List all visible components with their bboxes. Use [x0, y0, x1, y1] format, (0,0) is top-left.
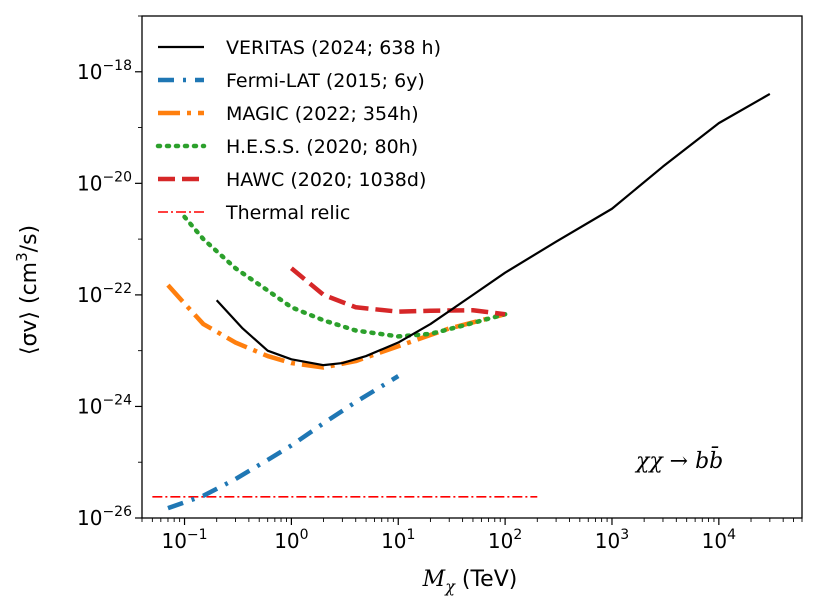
y-tick-label-base-2: 10 — [77, 283, 102, 307]
y-axis-label-sup: 3 — [13, 252, 31, 262]
legend-label-1: Fermi-LAT (2015; 6y) — [226, 70, 425, 92]
legend-label-4: HAWC (2020; 1038d) — [226, 169, 426, 191]
y-axis-label: ⟨σv⟩ (cm3/s) — [13, 225, 42, 355]
y-tick-label-exp-0: −26 — [102, 504, 132, 520]
y-tick-label-base-1: 10 — [77, 394, 102, 418]
x-tick-label-exp-1: 0 — [300, 527, 309, 543]
series-line-3 — [182, 214, 508, 339]
x-tick-label-base-0: 10 — [161, 529, 186, 553]
y-axis-label-suffix: /s) — [17, 225, 42, 252]
legend: VERITAS (2024; 638 h) Fermi-LAT (2015; 6y… — [155, 37, 441, 224]
y-tick-label-exp-1: −24 — [102, 392, 132, 408]
series-layer — [152, 93, 771, 511]
x-tick-label-exp-4: 3 — [620, 527, 629, 543]
x-tick-label-2: 101 — [381, 527, 415, 553]
x-tick-label-exp-0: −1 — [187, 527, 208, 543]
y-tick-label-base-3: 10 — [77, 171, 102, 195]
channel-annotation: χχ → bb̄ — [634, 446, 723, 474]
x-tick-label-0: 10−1 — [161, 527, 207, 553]
x-tick-label-base-5: 10 — [702, 529, 727, 553]
x-tick-label-base-4: 10 — [595, 529, 620, 553]
legend-label-3: H.E.S.S. (2020; 80h) — [226, 136, 418, 158]
x-tick-label-base-3: 10 — [488, 529, 513, 553]
ticks-layer: 10−1 100 101 102 103 10410−2610−2410−2210−201… — [77, 15, 803, 553]
x-tick-label-base-1: 10 — [274, 529, 299, 553]
x-tick-label-4: 103 — [595, 527, 629, 553]
y-tick-label-exp-3: −20 — [102, 169, 132, 185]
x-axis-label-main: M — [422, 567, 446, 592]
x-axis-label-suffix: (TeV) — [455, 567, 517, 592]
y-tick-label-base-0: 10 — [77, 506, 102, 530]
y-tick-label-exp-2: −22 — [102, 281, 132, 297]
y-tick-label-0: 10−26 — [77, 504, 132, 530]
x-tick-label-exp-2: 1 — [407, 527, 416, 543]
y-tick-label-exp-4: −18 — [102, 58, 132, 74]
legend-label-5: Thermal relic — [225, 202, 350, 224]
x-tick-label-5: 104 — [702, 527, 736, 553]
series-line-1 — [167, 374, 400, 511]
x-tick-label-base-2: 10 — [381, 529, 406, 553]
y-tick-label-3: 10−20 — [77, 169, 132, 195]
legend-label-2: MAGIC (2022; 354h) — [226, 103, 419, 125]
y-tick-label-base-4: 10 — [77, 60, 102, 84]
legend-label-0: VERITAS (2024; 638 h) — [226, 37, 441, 59]
series-line-2 — [166, 283, 506, 370]
y-tick-label-1: 10−24 — [77, 392, 132, 418]
x-axis-label: Mχ (TeV) — [422, 567, 518, 596]
y-tick-label-4: 10−18 — [77, 58, 132, 84]
series-line-0 — [215, 93, 771, 367]
y-axis-label-prefix: ⟨σv⟩ (cm — [17, 262, 42, 355]
x-tick-label-exp-5: 4 — [727, 527, 736, 543]
x-tick-label-exp-3: 2 — [513, 527, 522, 543]
plot-frame — [141, 15, 803, 519]
series-line-4 — [289, 266, 506, 317]
y-tick-label-2: 10−22 — [77, 281, 132, 307]
x-axis-label-sub: χ — [444, 577, 456, 596]
x-tick-label-1: 100 — [274, 527, 308, 553]
x-tick-label-3: 102 — [488, 527, 522, 553]
